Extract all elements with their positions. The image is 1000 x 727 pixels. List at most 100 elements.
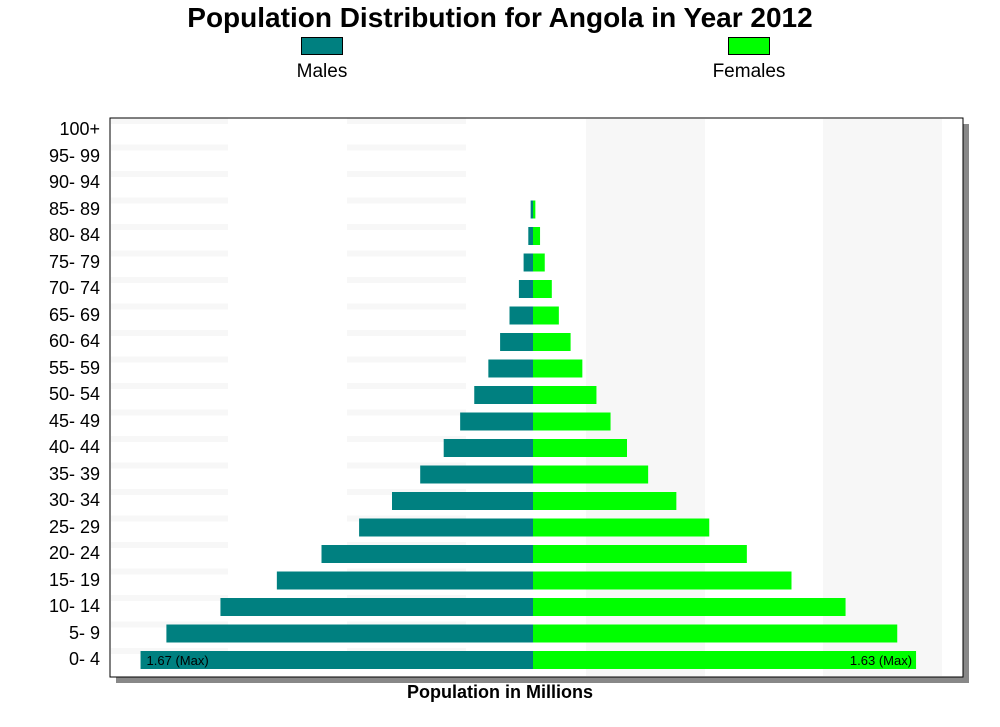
bar-female-15-19	[533, 571, 792, 590]
bar-male-10-14	[220, 598, 533, 616]
grid-stripe-left	[111, 542, 228, 548]
bar-female-40-44	[533, 439, 627, 457]
bar-female-60-64	[533, 333, 571, 351]
grid-stripe-left	[347, 171, 466, 177]
legend-label-males: Males	[296, 61, 348, 82]
legend-females: Females	[679, 37, 819, 83]
bar-female-70-74	[533, 280, 552, 298]
grid-stripe-left	[347, 250, 466, 257]
grid-stripe-left	[111, 595, 228, 601]
legend-swatch-males	[301, 37, 343, 55]
grid-stripe-left	[111, 462, 228, 469]
y-tick-label: 80- 84	[48, 225, 100, 245]
y-tick-label: 5- 9	[68, 622, 100, 643]
y-tick-label: 70- 74	[48, 278, 100, 298]
bar-female-85-89	[533, 200, 536, 219]
grid-stripe-left	[111, 568, 228, 575]
y-tick-label: 25- 29	[48, 516, 100, 537]
bar-male-75-79	[523, 253, 533, 272]
grid-band-right-1	[586, 119, 705, 676]
bar-female-55-59	[533, 359, 583, 378]
bar-male-70-74	[518, 280, 533, 298]
bar-female-35-39	[533, 465, 649, 484]
x-axis-label: Population in Millions	[407, 682, 593, 702]
grid-stripe-left	[347, 303, 466, 310]
grid-stripe-left	[111, 409, 228, 416]
y-tick-label: 45- 49	[48, 410, 100, 431]
grid-band-right-2	[823, 119, 942, 676]
grid-stripe-left	[111, 489, 228, 495]
bar-male-40-44	[443, 439, 533, 457]
grid-stripe-left	[111, 197, 228, 204]
bar-female-25-29	[533, 518, 710, 537]
grid-stripe-left	[347, 224, 466, 230]
grid-stripe-left	[347, 462, 466, 469]
y-tick-label: 15- 19	[48, 569, 100, 590]
y-tick-label: 40- 44	[48, 437, 100, 457]
bar-female-20-24	[533, 545, 747, 563]
bar-male-35-39	[420, 465, 533, 484]
grid-stripe-left	[111, 224, 228, 230]
grid-stripe-left	[111, 250, 228, 257]
y-tick-label: 10- 14	[48, 596, 100, 616]
grid-stripe-left	[347, 277, 466, 283]
bar-male-65-69	[509, 306, 533, 325]
y-tick-label: 100+	[59, 119, 100, 139]
grid-stripe-left	[111, 277, 228, 283]
bar-male-85-89	[530, 200, 533, 219]
grid-stripe-left	[347, 356, 466, 363]
grid-stripe-left	[111, 303, 228, 310]
bar-female-45-49	[533, 412, 611, 431]
bar-male-50-54	[474, 386, 533, 404]
grid-stripe-left	[111, 118, 228, 124]
grid-stripe-left	[347, 409, 466, 416]
bar-female-10-14	[533, 598, 846, 616]
bar-male-80-84	[528, 227, 533, 245]
bar-male-0-4	[140, 651, 534, 669]
grid-stripe-left	[111, 436, 228, 442]
grid-stripe-left	[347, 383, 466, 389]
grid-stripe-left	[111, 515, 228, 522]
bar-male-55-59	[488, 359, 533, 378]
grid-stripe-left	[111, 171, 228, 177]
plot-border	[109, 117, 964, 678]
grid-stripe-left	[111, 144, 228, 151]
y-tick-label: 85- 89	[48, 198, 100, 219]
grid-stripe-left	[111, 383, 228, 389]
y-tick-label: 95- 99	[48, 145, 100, 166]
bar-male-30-34	[392, 492, 533, 510]
chart-title: Population Distribution for Angola in Ye…	[187, 2, 813, 33]
bar-female-75-79	[533, 253, 545, 272]
bar-female-0-4	[533, 651, 917, 669]
y-tick-label: 90- 94	[48, 172, 100, 192]
y-tick-label: 55- 59	[48, 357, 100, 378]
y-tick-label: 65- 69	[48, 304, 100, 325]
bar-female-65-69	[533, 306, 559, 325]
grid-stripe-left	[347, 118, 466, 124]
grid-stripe-left	[347, 197, 466, 204]
bar-male-25-29	[359, 518, 533, 537]
bar-female-50-54	[533, 386, 597, 404]
bar-male-15-19	[276, 571, 533, 590]
y-tick-label: 75- 79	[48, 251, 100, 272]
male-max-label: 1.67 (Max)	[147, 653, 209, 668]
y-tick-label: 20- 24	[48, 543, 100, 563]
grid-stripe-left	[347, 436, 466, 442]
bar-male-60-64	[500, 333, 533, 351]
grid-stripe-left	[111, 356, 228, 363]
bar-male-5-9	[166, 624, 533, 643]
y-tick-label: 0- 4	[68, 649, 100, 669]
legend-swatch-females	[728, 37, 770, 55]
bar-female-5-9	[533, 624, 898, 643]
female-max-label: 1.63 (Max)	[850, 653, 912, 668]
bar-female-80-84	[533, 227, 541, 245]
bar-male-20-24	[321, 545, 533, 563]
grid-stripe-left	[347, 144, 466, 151]
y-tick-label: 35- 39	[48, 463, 100, 484]
grid-stripe-left	[347, 330, 466, 336]
grid-stripe-left	[111, 330, 228, 336]
bar-female-30-34	[533, 492, 677, 510]
bar-male-45-49	[460, 412, 533, 431]
y-tick-label: 30- 34	[48, 490, 100, 510]
